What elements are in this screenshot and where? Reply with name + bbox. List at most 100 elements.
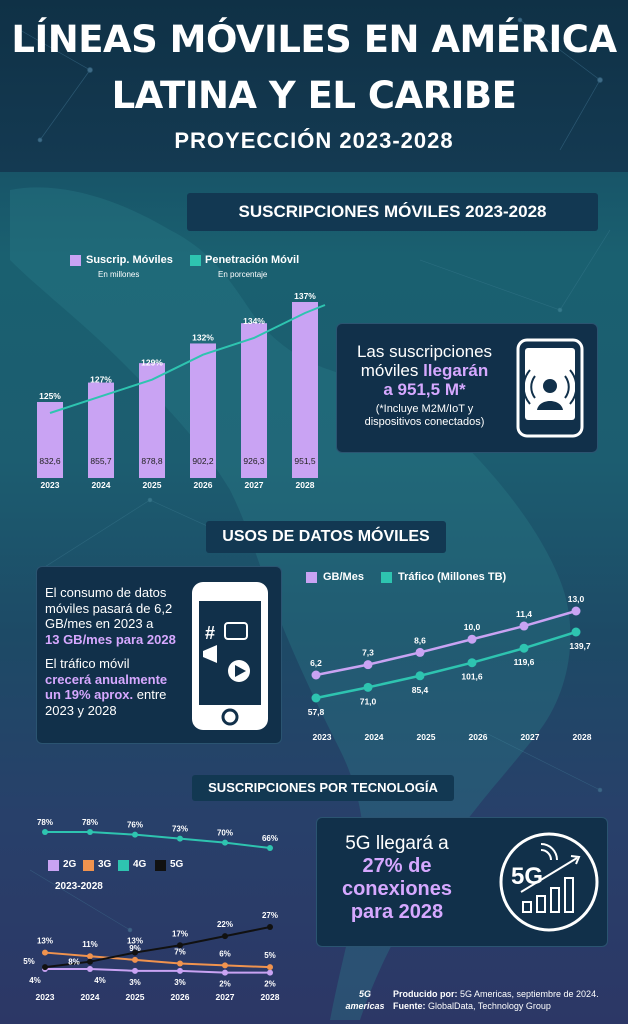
- x-tick-label: 2023: [36, 992, 55, 1002]
- data-usage-chart: 6,2 57,8 2023 7,3 71,0 2024 8,6 85,4 2025 10,0 101…: [308, 594, 592, 742]
- gb-point: [519, 621, 529, 631]
- x-tick-label: 2026: [171, 992, 190, 1002]
- 5g-line: [44, 926, 271, 969]
- legend-swatch-2g: [48, 860, 59, 871]
- callout1-line3: a 951,5 M*: [383, 380, 466, 399]
- penetration-value-label: 129%: [141, 358, 163, 368]
- x-tick-label: 2023: [313, 732, 332, 742]
- callout2-p2e: 2023 y 2028: [45, 702, 117, 718]
- traffic-point: [363, 682, 373, 692]
- 3g-point: [177, 960, 183, 967]
- callout2-p1c: GB/mes en 2023 a: [45, 616, 154, 631]
- traffic-point: [311, 693, 321, 703]
- 4g-value-label: 73%: [172, 825, 188, 834]
- callout2-p1d: 13 GB/mes para 2028: [45, 631, 176, 647]
- legend-label-3g: 3G: [98, 859, 112, 870]
- x-tick-label: 2028: [261, 992, 280, 1002]
- traffic-value-label: 119,6: [514, 657, 535, 667]
- gb-point: [467, 634, 477, 644]
- bar-subscriptions: [292, 302, 318, 478]
- x-tick-label: 2027: [216, 992, 235, 1002]
- x-tick-label: 2025: [126, 992, 145, 1002]
- 3g-value-label: 6%: [219, 949, 231, 958]
- 5g-point: [222, 933, 228, 940]
- 3g-point: [222, 962, 228, 969]
- traffic-point: [467, 658, 477, 668]
- 2g-point: [177, 967, 183, 974]
- callout3-line3: conexiones: [341, 878, 453, 900]
- 4g-value-label: 70%: [217, 829, 233, 838]
- callout1-line1: Las suscripciones: [356, 342, 493, 361]
- 5g-value-label: 27%: [262, 911, 278, 920]
- x-tick-label: 2028: [296, 480, 315, 490]
- 2g-point: [267, 969, 273, 976]
- callout2-p1a: El consumo de datos: [45, 585, 167, 600]
- callout2-p2d: entre: [133, 687, 167, 702]
- gb-value-label: 11,4: [516, 609, 532, 619]
- callout1-note2: dispositivos conectados): [364, 416, 485, 428]
- traffic-point: [415, 671, 425, 681]
- 3g-value-label: 5%: [264, 951, 276, 960]
- 4g-point: [132, 831, 138, 838]
- section1-banner: SUSCRIPCIONES MÓVILES 2023-2028: [187, 193, 598, 231]
- footer: Producido por: 5G Americas, septiembre d…: [393, 988, 599, 1012]
- 5g-point: [177, 942, 183, 949]
- 5g-point: [132, 949, 138, 956]
- 3g-value-label: 13%: [37, 937, 53, 946]
- 4g-point: [222, 839, 228, 846]
- legend-swatch-penetration: [190, 255, 201, 266]
- traffic-value-label: 101,6: [461, 672, 483, 682]
- logo-text: 5G americas: [345, 989, 385, 1011]
- penetration-value-label: 134%: [243, 316, 265, 326]
- 3g-point: [267, 964, 273, 971]
- 2g-point: [132, 967, 138, 974]
- 5g-callout: 5G llegará a 27% de conexiones para 2028…: [316, 817, 608, 947]
- x-tick-label: 2026: [469, 732, 488, 742]
- legend-swatch-5g: [155, 860, 166, 871]
- legend-label-subscriptions: Suscrip. Móviles: [86, 254, 173, 266]
- callout3-line2: 27% de: [362, 855, 432, 877]
- 3g-point: [132, 956, 138, 963]
- header-network-decoration: [19, 17, 603, 151]
- 5g-value-label: 22%: [217, 920, 233, 929]
- 5g-point: [42, 964, 48, 971]
- 4g-point: [87, 829, 93, 835]
- 4g-point: [42, 829, 48, 835]
- 5g-value-label: 5%: [23, 957, 35, 966]
- callout1-line2a: móviles: [360, 361, 424, 380]
- 4g-value-label: 78%: [37, 818, 53, 827]
- bar-value-label: 855,7: [90, 456, 112, 466]
- 4g-point: [177, 835, 183, 842]
- page-subtitle: PROYECCIÓN 2023-2028: [174, 128, 454, 153]
- 2g-value-label: 3%: [174, 978, 186, 987]
- 5g-point: [87, 958, 93, 965]
- phone-user-icon: [516, 338, 584, 438]
- callout2-p2b: crecerá anualmente: [45, 671, 168, 687]
- traffic-value-label: 71,0: [360, 696, 377, 706]
- x-tick-label: 2024: [81, 992, 100, 1002]
- legend-label-4g: 4G: [133, 859, 147, 870]
- section3-banner: SUSCRIPCIONES POR TECNOLOGÍA: [192, 775, 454, 801]
- 2g-value-label: 2%: [264, 980, 276, 989]
- traffic-value-label: 85,4: [412, 685, 429, 695]
- footer-prod-label: Producido por:: [393, 989, 458, 999]
- 2g-point: [222, 969, 228, 976]
- gb-value-label: 6,2: [310, 658, 322, 668]
- gb-line: [315, 609, 577, 677]
- bar-value-label: 951,5: [294, 456, 316, 466]
- 2g-line: [45, 968, 270, 974]
- 3g-line: [44, 951, 271, 969]
- 4g-value-label: 76%: [127, 821, 143, 830]
- x-tick-label: 2024: [92, 480, 111, 490]
- x-tick-label: 2025: [143, 480, 162, 490]
- traffic-point: [519, 643, 529, 653]
- callout2-p2c: un 19% aprox.: [45, 687, 134, 702]
- legend-label-2g: 2G: [63, 859, 77, 870]
- 2g-value-label: 4%: [29, 976, 41, 985]
- 4g-point: [267, 845, 273, 851]
- 5g-growth-icon: 5G: [499, 832, 599, 932]
- data-usage-callout: El consumo de datos móviles pasará de 6,…: [36, 566, 282, 744]
- bar-value-label: 926,3: [243, 456, 265, 466]
- legend-swatch-3g: [83, 860, 94, 871]
- page-title-line2: LATINA Y EL CARIBE: [111, 74, 517, 117]
